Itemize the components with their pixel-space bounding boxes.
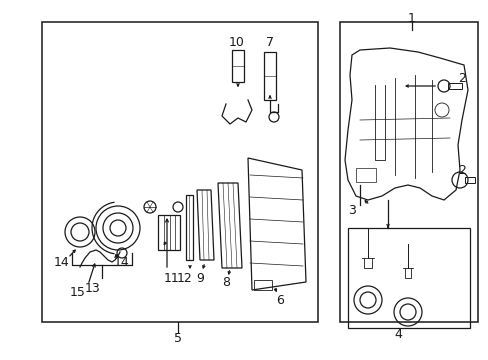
Text: 3: 3 — [347, 203, 355, 216]
Bar — [231, 50, 244, 82]
Text: 13: 13 — [85, 282, 101, 294]
Text: 9: 9 — [196, 271, 203, 284]
Text: 12: 12 — [177, 271, 192, 284]
Bar — [447, 83, 461, 89]
Text: 8: 8 — [222, 276, 229, 289]
Bar — [347, 228, 469, 328]
Text: 2: 2 — [457, 72, 465, 85]
Bar — [42, 22, 317, 322]
Bar — [355, 168, 375, 182]
Bar — [185, 195, 193, 260]
Text: 4: 4 — [393, 328, 401, 342]
Text: 14: 14 — [114, 256, 130, 270]
Bar — [253, 280, 271, 290]
Bar — [464, 177, 474, 183]
Text: 14: 14 — [54, 256, 70, 270]
Bar — [339, 22, 477, 322]
Text: 7: 7 — [265, 36, 273, 49]
Text: 10: 10 — [228, 36, 244, 49]
Text: 11: 11 — [164, 271, 180, 284]
Text: 6: 6 — [276, 293, 284, 306]
Text: 15: 15 — [70, 287, 86, 300]
Bar — [158, 215, 180, 250]
Bar — [264, 52, 275, 100]
Text: 5: 5 — [174, 332, 182, 345]
Text: 1: 1 — [407, 12, 415, 24]
Text: 2: 2 — [457, 163, 465, 176]
